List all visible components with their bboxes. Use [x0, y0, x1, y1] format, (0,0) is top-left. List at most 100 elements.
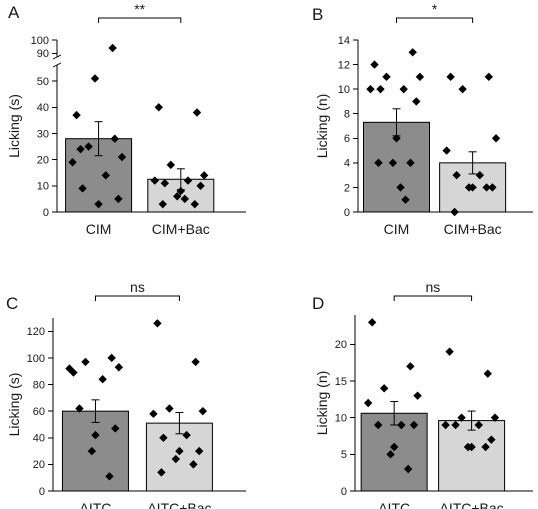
- data-point: [445, 347, 454, 356]
- y-tick-label: 10: [338, 84, 350, 96]
- axis-break-mark: [52, 54, 62, 60]
- significance-label: ns: [425, 279, 440, 295]
- data-point: [406, 362, 415, 371]
- data-point: [111, 424, 120, 433]
- data-point: [399, 84, 408, 94]
- significance-label: **: [134, 1, 145, 17]
- y-tick-label: 20: [33, 459, 45, 471]
- y-tick-label: 100: [31, 35, 49, 47]
- data-point: [452, 170, 461, 180]
- data-point: [190, 199, 199, 209]
- data-point: [165, 404, 174, 413]
- data-point: [158, 199, 167, 209]
- data-point: [412, 97, 421, 106]
- x-category-label: AITC+Bac: [147, 500, 211, 509]
- y-tick-label: 10: [37, 181, 49, 193]
- data-point: [91, 430, 100, 440]
- y-tick-label: 2: [344, 182, 350, 194]
- significance-label: *: [432, 1, 438, 17]
- data-point: [75, 404, 84, 413]
- data-point: [78, 184, 87, 193]
- x-category-label: CIM+Bac: [152, 221, 210, 237]
- data-point: [386, 450, 395, 459]
- y-tick-label: 20: [335, 339, 347, 351]
- y-tick-label: 0: [43, 207, 49, 219]
- data-point: [474, 420, 483, 430]
- data-point: [101, 171, 110, 180]
- data-point: [475, 170, 485, 180]
- data-point: [180, 194, 189, 204]
- x-category-label: CIM: [86, 221, 112, 237]
- data-point: [182, 430, 191, 440]
- y-tick-label: 100: [27, 353, 45, 365]
- data-point: [366, 84, 375, 94]
- data-point: [87, 446, 97, 456]
- data-point: [441, 420, 450, 430]
- panel-label: B: [312, 5, 323, 24]
- data-point: [98, 375, 107, 384]
- data-point: [199, 171, 209, 180]
- data-point: [108, 43, 117, 53]
- data-point: [150, 176, 159, 185]
- data-point: [114, 194, 123, 204]
- y-tick-label: 120: [27, 326, 45, 338]
- y-tick-label: 40: [37, 102, 49, 114]
- data-point: [388, 158, 398, 168]
- data-point: [117, 152, 127, 162]
- data-point: [175, 446, 184, 456]
- y-tick-label: 0: [344, 207, 350, 219]
- data-point: [373, 420, 383, 430]
- data-point: [94, 199, 103, 209]
- data-point: [401, 195, 410, 204]
- y-tick-label: 20: [37, 154, 49, 166]
- data-point: [160, 179, 169, 188]
- y-tick-label: 8: [344, 109, 350, 121]
- data-point: [154, 103, 163, 112]
- x-category-label: AITC+Bac: [439, 500, 503, 509]
- data-point: [482, 183, 491, 192]
- y-tick-label: 14: [338, 35, 350, 47]
- data-point: [196, 181, 205, 191]
- data-point: [451, 420, 460, 430]
- data-point: [110, 134, 119, 143]
- data-point: [457, 413, 466, 422]
- data-point: [195, 446, 204, 456]
- data-point: [81, 357, 90, 367]
- data-point: [159, 433, 168, 442]
- data-point: [396, 183, 405, 192]
- y-tick-label: 50: [37, 76, 49, 88]
- y-axis-label: Licking (n): [314, 371, 330, 436]
- x-category-label: AITC: [80, 500, 112, 509]
- data-point: [68, 158, 77, 167]
- significance-label: ns: [130, 279, 145, 295]
- y-axis-label: Licking (s): [6, 373, 22, 437]
- data-point: [481, 442, 490, 452]
- significance-bracket: [94, 295, 180, 301]
- data-point: [172, 192, 182, 201]
- axis-break-mark: [52, 62, 62, 68]
- y-axis-label: Licking (n): [314, 94, 330, 159]
- data-point: [107, 353, 116, 363]
- data-point: [446, 72, 455, 82]
- data-point: [149, 409, 158, 419]
- data-point: [403, 464, 413, 474]
- data-point: [413, 391, 422, 400]
- data-point: [176, 186, 185, 196]
- data-point: [198, 406, 208, 416]
- y-axis-label: Licking (s): [6, 94, 22, 158]
- data-point: [376, 84, 385, 94]
- panel-label: C: [6, 294, 18, 313]
- data-point: [408, 48, 417, 57]
- data-point: [72, 110, 81, 120]
- chart-panel-c: C Licking (s) 0 20 40 60 80 100 120 AITC AITC+Bac n…: [6, 279, 246, 509]
- y-tick-label: 60: [33, 406, 45, 418]
- panel-label: A: [8, 3, 20, 22]
- y-tick-label: 15: [335, 376, 347, 388]
- data-point: [389, 442, 399, 452]
- data-point: [406, 158, 415, 168]
- data-point: [76, 144, 85, 154]
- y-tick-label: 10: [335, 413, 347, 425]
- data-point: [463, 442, 473, 452]
- data-point: [171, 454, 181, 464]
- data-point: [450, 207, 459, 217]
